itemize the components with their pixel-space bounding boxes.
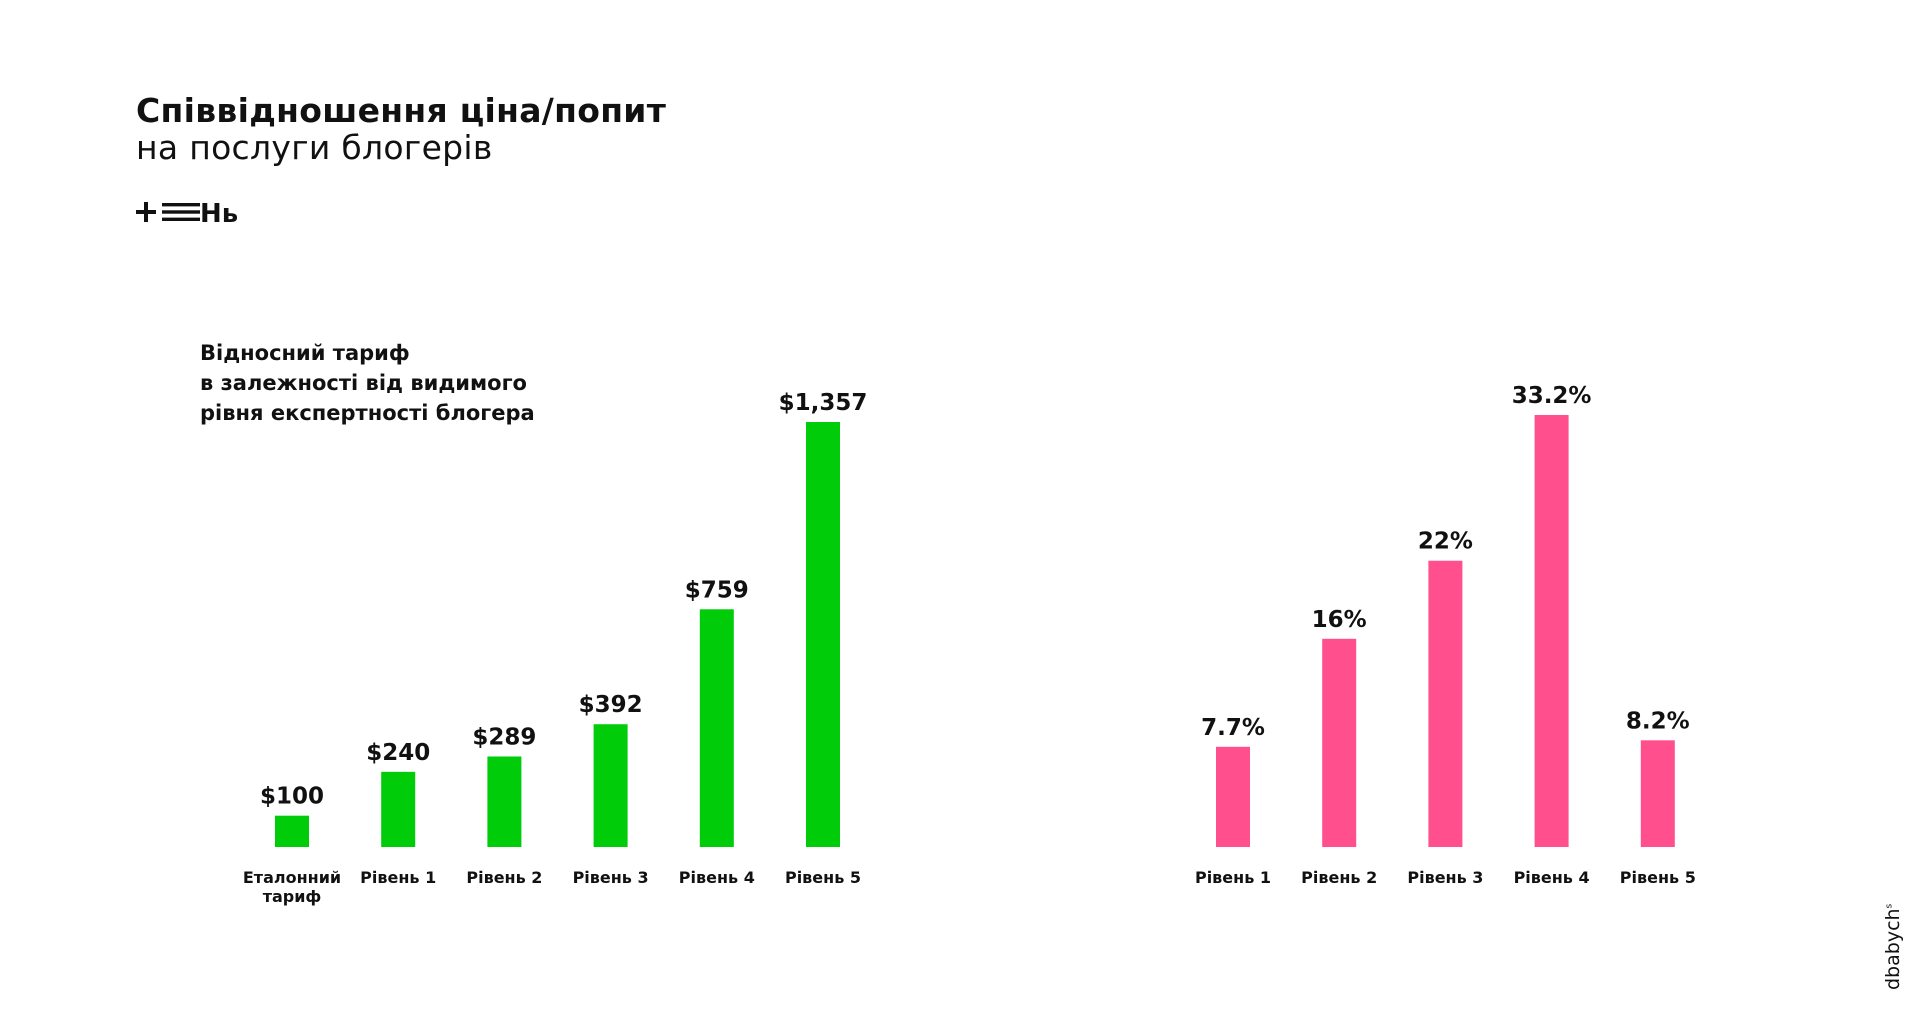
price-bar-4: [593, 724, 628, 847]
price-value-label-4: $392: [579, 692, 643, 718]
demand-category-label-4: Рівень 4: [1514, 868, 1590, 887]
brand-logo: Нь: [136, 199, 238, 228]
price-bar-3: [487, 756, 522, 847]
signature-text: dbabych: [1882, 908, 1904, 990]
demand-value-label-1: 7.7%: [1201, 715, 1265, 741]
demand-value-label-3: 22%: [1418, 529, 1473, 555]
price-value-label-3: $289: [472, 724, 536, 750]
price-value-label-1: $100: [260, 784, 324, 810]
demand-bar-4: [1534, 415, 1569, 847]
chart-subtitle: Відносний тариф в залежності від видимог…: [200, 338, 535, 428]
price-category-label-4: Рівень 3: [573, 868, 649, 887]
demand-value-label-2: 16%: [1312, 607, 1367, 633]
subtitle-line1: Відносний тариф: [200, 341, 410, 365]
signature-mark: s: [1884, 903, 1895, 909]
price-bar-1: [275, 815, 309, 847]
demand-value-label-5: 8.2%: [1626, 708, 1690, 734]
demand-bar-5: [1640, 740, 1675, 847]
demand-bar-2: [1322, 638, 1357, 847]
page-title: Співвідношення ціна/попит: [136, 91, 667, 130]
demand-value-label-4: 33.2%: [1512, 383, 1592, 409]
demand-category-label-5: Рівень 5: [1620, 868, 1696, 887]
price-bar-2: [381, 771, 416, 847]
demand-category-label-2: Рівень 2: [1301, 868, 1377, 887]
price-category-label-3: Рівень 2: [466, 868, 542, 887]
price-bar-6: [806, 422, 840, 847]
price-category-label-1-line-2: тариф: [263, 887, 322, 906]
price-value-label-6: $1,357: [779, 390, 868, 416]
logo-text: Нь: [200, 199, 238, 228]
price-value-label-2: $240: [366, 740, 430, 766]
demand-category-label-1: Рівень 1: [1195, 868, 1271, 887]
subtitle-line3: рівня експертності блогера: [200, 401, 535, 425]
price-bar-5: [699, 609, 734, 847]
price-category-label-2: Рівень 1: [360, 868, 436, 887]
price-category-label-6: Рівень 5: [785, 868, 861, 887]
price-category-label-5: Рівень 4: [679, 868, 755, 887]
header: Співвідношення ціна/попит на послуги бло…: [136, 92, 666, 166]
demand-bar-1: [1216, 746, 1250, 847]
price-category-label-1: Еталонний: [243, 868, 341, 887]
price-value-label-5: $759: [685, 577, 749, 603]
demand-category-label-3: Рівень 3: [1407, 868, 1483, 887]
subtitle-line2: в залежності від видимого: [200, 371, 527, 395]
demand-bar-chart: 7.7% Рівень 1 16% Рівень 2 22% Рівень 3 33.2% Р…: [1195, 383, 1696, 887]
author-signature: dbabychs: [1882, 904, 1904, 990]
page-title-line2: на послуги блогерів: [136, 128, 493, 167]
demand-bar-3: [1428, 560, 1463, 847]
